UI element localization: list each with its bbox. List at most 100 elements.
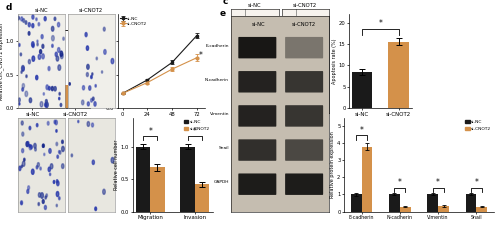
Circle shape: [21, 71, 22, 73]
Point: [304, 107, 312, 111]
Point: [280, 82, 288, 86]
Point: [288, 109, 296, 113]
Point: [237, 109, 245, 113]
Circle shape: [32, 42, 34, 47]
Circle shape: [95, 207, 96, 211]
Circle shape: [21, 202, 22, 204]
Point: [228, 80, 235, 84]
Point: [282, 99, 290, 103]
Text: *: *: [148, 127, 152, 136]
Point: [229, 104, 237, 108]
Point: [228, 109, 235, 113]
Point: [317, 100, 325, 104]
Point: [231, 107, 239, 111]
Point: [229, 106, 237, 110]
Circle shape: [94, 102, 96, 106]
Point: [286, 105, 294, 109]
Text: GAPDH: GAPDH: [214, 180, 229, 184]
Point: [290, 105, 298, 109]
Point: [320, 88, 328, 91]
Circle shape: [37, 40, 38, 42]
Point: [231, 108, 239, 112]
Circle shape: [26, 142, 29, 147]
Point: [278, 107, 286, 111]
Point: [286, 95, 294, 98]
Point: [278, 105, 286, 108]
Circle shape: [92, 97, 94, 101]
Point: [248, 106, 256, 110]
Point: [230, 108, 238, 112]
Circle shape: [30, 98, 32, 103]
Point: [228, 103, 236, 107]
Point: [232, 110, 240, 114]
Circle shape: [42, 44, 44, 48]
Point: [280, 109, 287, 113]
Point: [278, 104, 286, 107]
Point: [233, 107, 241, 111]
Circle shape: [87, 121, 90, 126]
Circle shape: [60, 51, 62, 56]
Point: [302, 90, 310, 94]
Point: [278, 108, 285, 111]
Point: [231, 88, 239, 92]
Point: [228, 105, 236, 108]
Circle shape: [59, 92, 60, 95]
Circle shape: [32, 169, 34, 174]
Circle shape: [32, 56, 34, 61]
Circle shape: [54, 120, 56, 124]
Circle shape: [60, 103, 62, 106]
Point: [282, 110, 290, 114]
Circle shape: [30, 145, 32, 149]
Point: [228, 77, 236, 81]
Point: [287, 101, 295, 105]
Point: [234, 106, 242, 110]
Point: [229, 96, 237, 99]
Point: [312, 98, 320, 102]
Point: [279, 94, 287, 98]
Point: [230, 104, 238, 108]
Y-axis label: Relative circ_CNOT2 expression: Relative circ_CNOT2 expression: [0, 23, 4, 100]
Point: [232, 96, 239, 100]
Point: [254, 101, 262, 105]
Point: [228, 104, 235, 108]
Point: [279, 99, 287, 103]
Point: [279, 110, 287, 114]
Point: [301, 92, 309, 96]
Point: [228, 103, 236, 107]
Point: [233, 111, 241, 114]
Point: [278, 108, 286, 112]
Point: [295, 89, 303, 93]
Circle shape: [36, 75, 38, 80]
Point: [282, 109, 290, 112]
Point: [230, 100, 237, 104]
Point: [238, 111, 246, 115]
Point: [283, 101, 291, 105]
Point: [318, 111, 326, 114]
Point: [280, 96, 287, 100]
Point: [244, 101, 252, 104]
Point: [286, 109, 294, 112]
Point: [240, 75, 248, 78]
Bar: [476, 207, 487, 212]
Point: [251, 110, 259, 114]
Point: [246, 110, 254, 114]
Circle shape: [21, 121, 24, 125]
Point: [237, 93, 245, 97]
Circle shape: [86, 46, 88, 50]
Point: [298, 94, 306, 97]
Point: [234, 96, 242, 100]
Point: [278, 108, 286, 112]
Point: [286, 107, 294, 111]
Circle shape: [22, 66, 25, 71]
Point: [230, 103, 237, 107]
Point: [234, 106, 242, 110]
Point: [278, 110, 286, 114]
Point: [228, 107, 236, 111]
Point: [228, 88, 236, 92]
Circle shape: [22, 19, 24, 22]
Point: [280, 109, 287, 113]
Point: [280, 104, 288, 108]
Circle shape: [42, 200, 44, 204]
Point: [228, 96, 236, 100]
Circle shape: [29, 126, 31, 130]
